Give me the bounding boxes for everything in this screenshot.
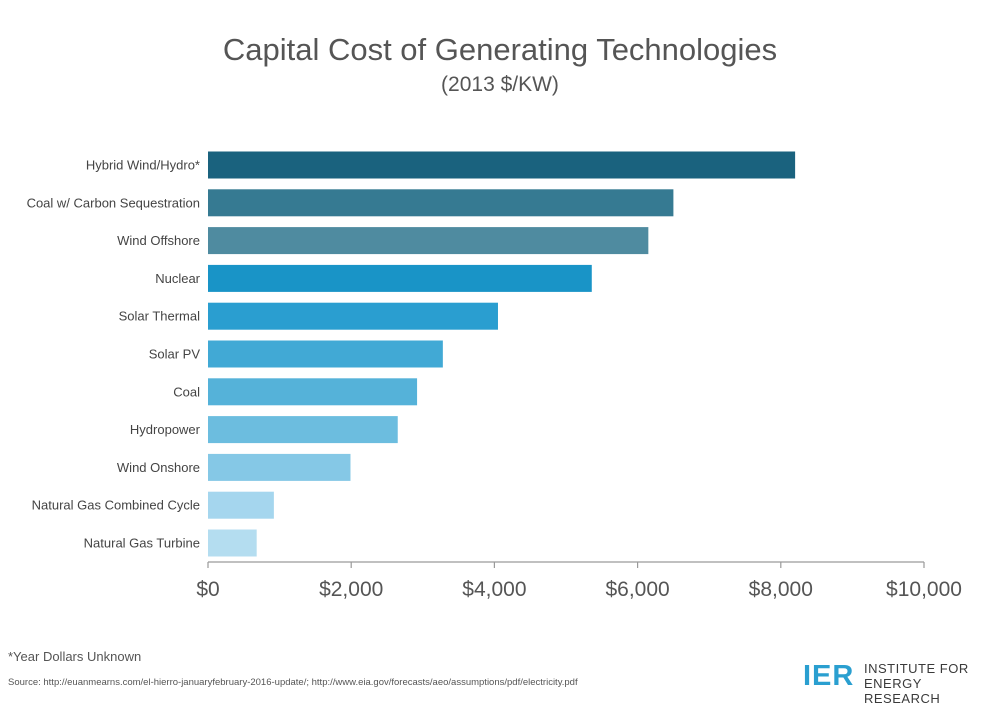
x-tick-label: $6,000 xyxy=(605,578,669,601)
bar-natural-gas-turbine xyxy=(208,529,257,557)
x-tick-label: $4,000 xyxy=(462,578,526,601)
ier-logo: IER INSTITUTE FOR ENERGY RESEARCH xyxy=(803,660,993,706)
category-label: Natural Gas Combined Cycle xyxy=(32,498,200,513)
category-label: Solar Thermal xyxy=(119,309,201,324)
bar-natural-gas-combined-cycle xyxy=(208,491,274,519)
x-tick-label: $2,000 xyxy=(319,578,383,601)
category-labels: Hybrid Wind/Hydro* Coal w/ Carbon Sequest… xyxy=(27,158,201,551)
bars-group xyxy=(208,151,796,557)
x-tick-label: $10,000 xyxy=(886,578,962,601)
category-label: Solar PV xyxy=(149,347,201,362)
category-label: Coal xyxy=(173,384,200,399)
logo-text-line1: INSTITUTE FOR xyxy=(864,661,969,676)
x-tick-label: $8,000 xyxy=(749,578,813,601)
source-citation: Source: http://euanmearns.com/el-hierro-… xyxy=(8,677,578,688)
category-label: Wind Offshore xyxy=(117,233,200,248)
category-label: Wind Onshore xyxy=(117,460,200,475)
bar-nuclear xyxy=(208,264,592,292)
logo-text-line2: ENERGY RESEARCH xyxy=(864,676,941,706)
logo-mark: IER xyxy=(803,660,855,692)
x-tick-labels: $0 $2,000 $4,000 $6,000 $8,000 $10,000 xyxy=(196,562,962,601)
footnote: *Year Dollars Unknown xyxy=(8,649,142,664)
category-label: Natural Gas Turbine xyxy=(84,536,200,551)
bar-solar-thermal xyxy=(208,302,498,330)
category-label: Coal w/ Carbon Sequestration xyxy=(27,195,200,210)
bar-coal-w-carbon-sequestration xyxy=(208,189,674,217)
category-label: Nuclear xyxy=(155,271,200,286)
bar-wind-offshore xyxy=(208,227,649,255)
bar-coal xyxy=(208,378,418,406)
bar-hydropower xyxy=(208,416,398,444)
category-label: Hydropower xyxy=(130,422,201,437)
category-label: Hybrid Wind/Hydro* xyxy=(86,158,200,173)
chart-subtitle: (2013 $/KW) xyxy=(441,73,559,96)
chart-title: Capital Cost of Generating Technologies xyxy=(222,32,778,67)
bar-wind-onshore xyxy=(208,453,351,481)
x-tick-label: $0 xyxy=(196,578,219,601)
bar-solar-pv xyxy=(208,340,443,368)
bar-hybrid-wind-hydro xyxy=(208,151,796,179)
